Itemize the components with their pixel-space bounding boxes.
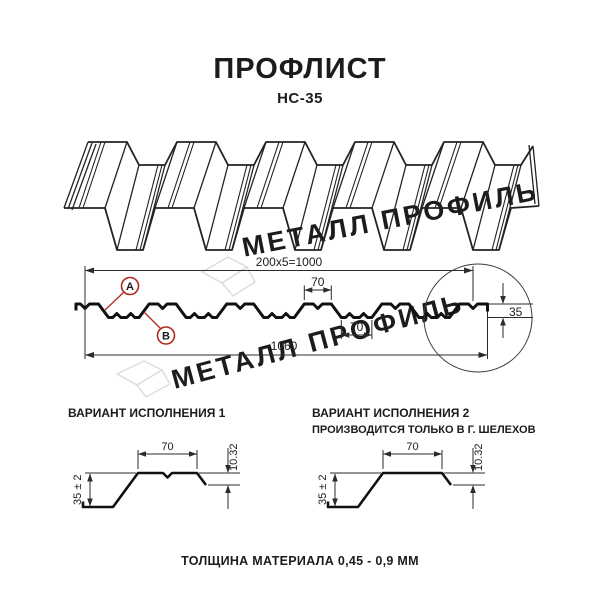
callout-b-leader [143, 311, 162, 330]
callout-a-circle [120, 276, 140, 296]
callout-a-label: A [126, 281, 134, 293]
variant2-dim-arrows [332, 451, 476, 507]
variant1-dim-flange: 70 [161, 441, 173, 453]
page-title: ПРОФЛИСТ [213, 53, 386, 85]
callout-a: A [104, 276, 140, 311]
variant2-profile [326, 471, 453, 509]
variant1-dim-edge: 10.32 [228, 443, 240, 471]
variant1-drawing: 70 10.32 35 ± 2 [72, 441, 240, 509]
watermark-text-lower: МЕТАЛЛ ПРОФИЛЬ [168, 288, 467, 395]
watermark-logo-upper [200, 256, 256, 297]
variant2-subtitle: ПРОИЗВОДИТСЯ ТОЛЬКО В Г. ШЕЛЕХОВ [312, 424, 536, 436]
sheet-3d-flute-lines [63, 141, 540, 251]
dim-valley-width: 70 [350, 320, 364, 334]
profile-code: НС-35 [277, 90, 323, 107]
dimension-arrows [85, 267, 506, 358]
variant1-title: ВАРИАНТ ИСПОЛНЕНИЯ 1 [68, 406, 226, 420]
variant2-dim-lines [330, 448, 485, 509]
sheet-3d-back-edge [88, 141, 534, 166]
variant1-dim-height: 35 ± 2 [72, 474, 84, 505]
callout-b-label: B [162, 331, 170, 343]
variant1-profile [81, 471, 208, 509]
dim-profile-height: 35 [509, 305, 523, 319]
dim-module-width: 200x5=1000 [256, 255, 323, 269]
variant1-dim-arrows [87, 451, 231, 507]
variant2-dim-height: 35 ± 2 [317, 474, 329, 505]
callout-a-leader [104, 291, 125, 311]
variant2-drawing: 70 10.32 35 ± 2 [317, 441, 485, 509]
variant2-title: ВАРИАНТ ИСПОЛНЕНИЯ 2 [312, 406, 470, 420]
variant1-dim-lines [85, 448, 240, 509]
dim-crest-width: 70 [311, 275, 325, 289]
variant2-dim-edge: 10.32 [473, 443, 485, 471]
callout-b-circle [156, 326, 176, 345]
detail-magnifier-circle [423, 263, 533, 373]
callout-b: B [143, 311, 176, 345]
dimension-lines [84, 266, 533, 359]
sheet-3d-illustration [63, 141, 540, 251]
sheet-3d-rib-lines [78, 141, 519, 251]
variant2-dim-flange: 70 [406, 441, 418, 453]
dim-overall-width: 1060 [271, 339, 298, 353]
cross-section-drawing: 200x5=1000 1060 70 70 35 A B [74, 255, 533, 373]
thickness-note: ТОЛЩИНА МАТЕРИАЛА 0,45 - 0,9 ММ [181, 554, 419, 568]
watermark-logo-lower [115, 360, 171, 398]
